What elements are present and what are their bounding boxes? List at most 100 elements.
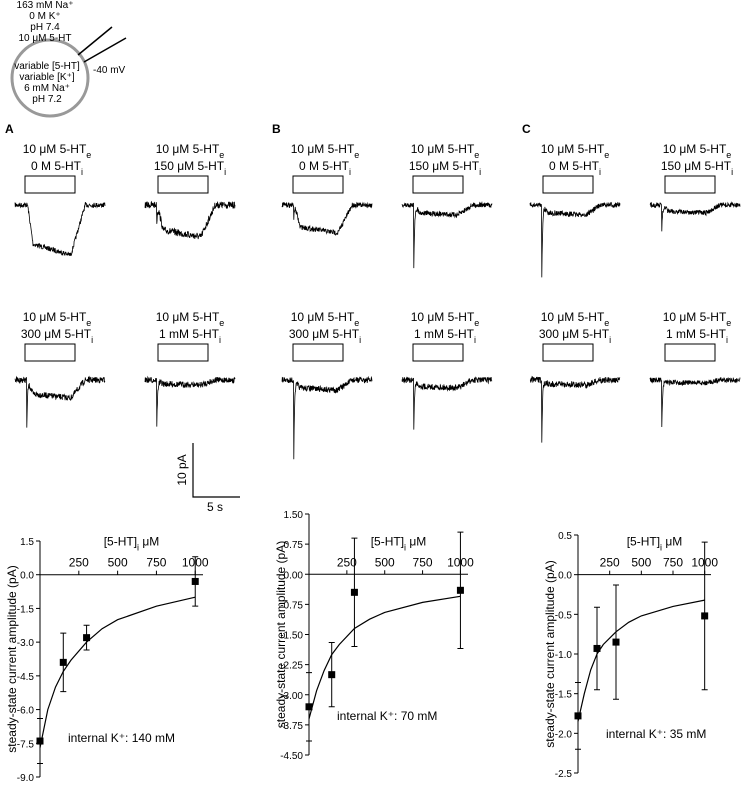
trace-label-main: 10 μM 5-HT	[411, 142, 475, 156]
x-axis-label-main: [5-HT]	[104, 535, 137, 549]
trace-label-main: 300 μM 5-HT	[539, 327, 610, 341]
x-axis-label-sub: i	[137, 543, 139, 553]
panel-label: B	[272, 122, 281, 136]
x-tick-label: 500	[375, 555, 395, 569]
trace-label-sub: e	[219, 318, 224, 328]
annotation: internal K⁺: 35 mM	[606, 727, 706, 741]
y-tick-label: 0.0	[20, 571, 34, 582]
x-tick-label: 250	[69, 556, 89, 570]
x-axis-label-unit: μM	[406, 534, 426, 548]
y-tick-label: -4.5	[17, 672, 35, 683]
trace-label-main: 10 μM 5-HT	[291, 310, 355, 324]
y-tick-label: 1.5	[20, 537, 34, 548]
panel-label: A	[5, 122, 14, 136]
trace-label-sub: e	[86, 318, 91, 328]
x-axis-label-sub: i	[404, 542, 406, 552]
trace-label-main: 1 mM 5-HT	[159, 327, 220, 341]
trace-label-main: 10 μM 5-HT	[541, 142, 605, 156]
y-tick-label: -0.5	[555, 610, 573, 621]
annotation: internal K⁺: 140 mM	[68, 731, 175, 745]
trace-label-main: 10 μM 5-HT	[411, 310, 475, 324]
trace-label-sub: i	[224, 167, 226, 177]
current-trace	[144, 375, 236, 427]
x-axis-label-main: [5-HT]	[371, 534, 404, 548]
trace-label-sub: i	[609, 335, 611, 345]
y-tick-label: 1.50	[284, 510, 304, 521]
x-axis-label-unit: μM	[662, 535, 682, 549]
y-tick-label: -3.00	[280, 691, 303, 702]
x-axis-label: [5-HT]i μM	[371, 534, 427, 552]
trace-label-sub: e	[474, 318, 479, 328]
trace-label: 1 mM 5-HTi	[414, 327, 476, 345]
y-tick-label: 0.0	[558, 571, 572, 582]
trace-label: 10 μM 5-HTe	[291, 310, 360, 328]
scale-time: 5 s	[207, 500, 223, 514]
trace-label-sub: e	[354, 150, 359, 160]
y-axis-label: steady-state current amplitude (pA)	[5, 565, 19, 752]
trace-label-main: 150 μM 5-HT	[661, 159, 732, 173]
current-trace	[529, 201, 621, 278]
schematic-inside: pH 7.2	[32, 94, 62, 105]
y-tick-label: -2.5	[555, 769, 573, 780]
schematic-outside: 0 M K⁺	[29, 11, 60, 22]
trace-label: 10 μM 5-HTe	[663, 142, 732, 160]
data-point	[456, 586, 464, 594]
trace-label: 1 mM 5-HTi	[159, 327, 221, 345]
y-tick-label: 0.5	[558, 531, 572, 542]
trace-label-main: 0 M 5-HT	[549, 159, 600, 173]
current-trace	[281, 375, 373, 460]
trace-label: 300 μM 5-HTi	[539, 327, 611, 345]
data-point	[83, 634, 91, 642]
y-tick-label: -6.0	[17, 706, 35, 717]
current-trace	[144, 200, 236, 240]
schematic-outside: 163 mM Na⁺	[17, 0, 74, 11]
data-point	[701, 612, 709, 620]
trace-label-sub: i	[599, 167, 601, 177]
trace-label-main: 10 μM 5-HT	[156, 310, 220, 324]
trace-label: 10 μM 5-HTe	[291, 142, 360, 160]
scale-current: 10 pA	[175, 454, 189, 485]
trace-label-main: 150 μM 5-HT	[154, 159, 225, 173]
stimulus-box	[157, 175, 209, 194]
annotation: internal K⁺: 70 mM	[337, 709, 437, 723]
trace-label-main: 10 μM 5-HT	[541, 310, 605, 324]
trace-label-sub: e	[86, 150, 91, 160]
trace-label: 150 μM 5-HTi	[661, 159, 733, 177]
panel-label: C	[522, 122, 531, 136]
stimulus-box	[412, 343, 464, 362]
trace-label-main: 10 μM 5-HT	[291, 142, 355, 156]
y-axis-label: steady-state current amplitude (pA)	[543, 560, 557, 747]
trace-label-sub: e	[726, 318, 731, 328]
x-tick-label: 500	[108, 556, 128, 570]
trace-label: 10 μM 5-HTe	[156, 142, 225, 160]
data-point	[350, 588, 358, 596]
schematic-inside: variable [K⁺]	[19, 72, 75, 83]
trace-label-sub: e	[474, 150, 479, 160]
trace-label-sub: e	[354, 318, 359, 328]
trace-label: 10 μM 5-HTe	[411, 142, 480, 160]
trace-label: 10 μM 5-HTe	[541, 310, 610, 328]
current-trace	[281, 201, 373, 236]
trace-label-sub: e	[726, 150, 731, 160]
stimulus-box	[292, 175, 344, 194]
trace-label: 150 μM 5-HTi	[154, 159, 226, 177]
trace-label-sub: i	[219, 335, 221, 345]
y-tick-label: -1.5	[555, 690, 573, 701]
trace-label: 0 M 5-HTi	[549, 159, 601, 177]
pipette	[77, 26, 113, 56]
y-tick-label: -0.75	[280, 600, 303, 611]
fit-curve	[577, 599, 705, 722]
stimulus-box	[24, 343, 76, 362]
y-tick-label: -9.0	[17, 773, 35, 784]
data-point	[191, 577, 199, 585]
x-axis-label-main: [5-HT]	[627, 535, 660, 549]
trace-label-sub: i	[349, 167, 351, 177]
trace-label-sub: e	[219, 150, 224, 160]
y-tick-label: -1.50	[280, 631, 303, 642]
fit-curve	[308, 595, 461, 720]
y-tick-label: 0.75	[284, 540, 304, 551]
trace-label-main: 0 M 5-HT	[31, 159, 82, 173]
trace-label: 300 μM 5-HTi	[289, 327, 361, 345]
data-point	[574, 712, 582, 720]
